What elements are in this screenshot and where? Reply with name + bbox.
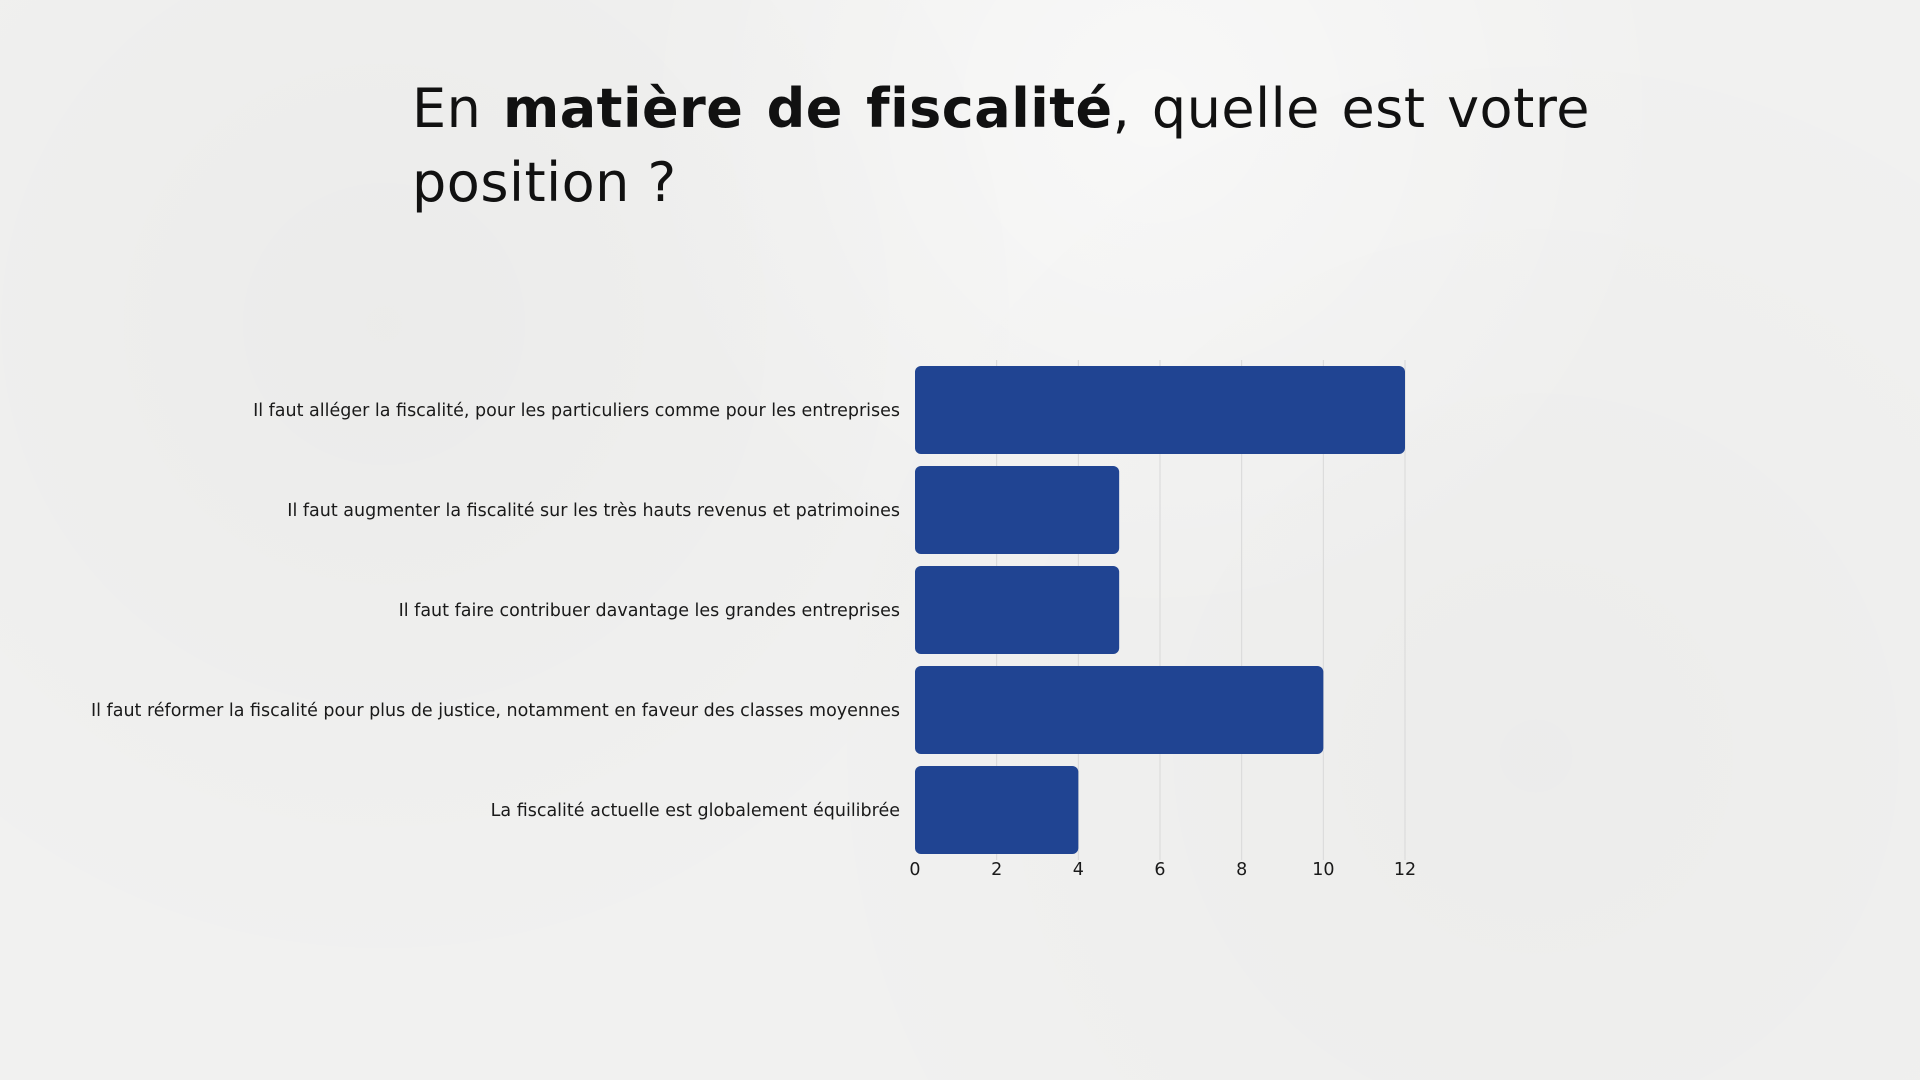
title-bold-part: matière de fiscalité (502, 77, 1113, 140)
x-tick-label: 4 (1073, 860, 1084, 880)
title-part1: En (412, 77, 503, 140)
category-label: Il faut alléger la fiscalité, pour les p… (253, 401, 900, 421)
slide-title: En matière de fiscalité, quelle est votr… (412, 72, 1590, 220)
bar (915, 466, 1120, 554)
category-label: La fiscalité actuelle est globalement éq… (491, 801, 900, 821)
x-tick-label: 10 (1312, 860, 1334, 880)
bar (915, 766, 1079, 854)
title-part2: , quelle est votre position ? (412, 77, 1590, 214)
bar (915, 366, 1405, 454)
x-tick-label: 0 (909, 860, 920, 880)
x-tick-label: 8 (1236, 860, 1247, 880)
category-label: Il faut faire contribuer davantage les g… (399, 601, 900, 621)
x-tick-label: 12 (1394, 860, 1416, 880)
bar (915, 666, 1324, 754)
x-tick-label: 2 (991, 860, 1002, 880)
bar (915, 566, 1120, 654)
category-label: Il faut augmenter la fiscalité sur les t… (287, 501, 900, 521)
category-label: Il faut réformer la fiscalité pour plus … (91, 701, 900, 721)
x-tick-label: 6 (1154, 860, 1165, 880)
